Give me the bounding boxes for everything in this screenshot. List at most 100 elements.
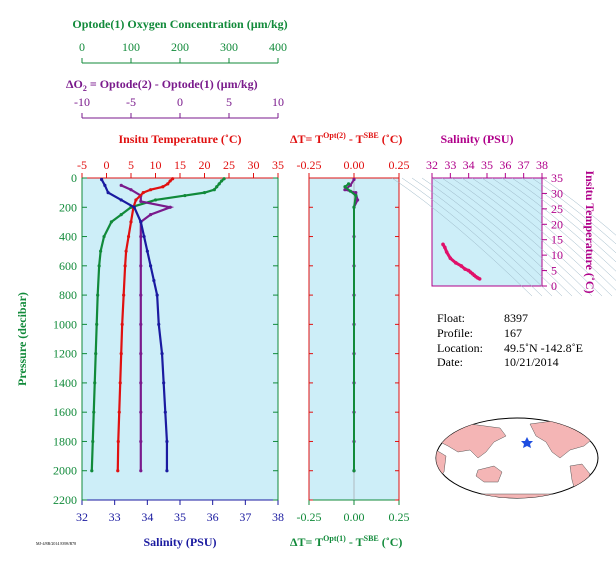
delta-t-series-point (352, 469, 356, 473)
delta-t-bottom-tick-label: -0.25 (297, 510, 322, 524)
oxygen-axis-tick-label: 200 (171, 40, 189, 54)
delta-t-series-point (343, 188, 347, 192)
pressure-axis-tick-label: 800 (59, 288, 77, 302)
oxygen-profile-point (153, 198, 158, 202)
profiles-panel-background (81, 177, 279, 501)
oxygen-profile-point (220, 179, 224, 183)
temperature-profile-point (124, 249, 128, 253)
delta-o2-axis: -10 -5 0 5 10 (74, 95, 284, 119)
oxygen-profile-point (222, 177, 226, 181)
salinity-axis: 32 33 34 35 36 37 38 (76, 499, 284, 524)
delta-o2-axis-tick-label: -5 (126, 95, 136, 109)
delta-t-series-point (352, 177, 356, 182)
ts-salinity-tick-label: 35 (481, 158, 493, 172)
delta_o2-profile-point (139, 199, 143, 204)
delta-t-bottom-tick-label: 0.25 (389, 510, 410, 524)
pressure-axis-tick-label: 1800 (53, 434, 77, 448)
delta-t-top-sup-b: SBE (364, 131, 379, 140)
pressure-axis-tick-label: 1000 (53, 317, 77, 331)
oxygen-profile-point (202, 191, 207, 195)
ts-density-contour (541, 177, 616, 236)
float-value: 8397 (504, 311, 528, 325)
ts-density-contour (511, 177, 616, 263)
delta-o2-title-end: = Optode(2) - Optode(1) (µm/kg) (87, 77, 258, 91)
temperature-axis-tick-label: 15 (174, 158, 186, 172)
pressure-axis-tick-label: 1600 (53, 405, 77, 419)
ts-point (444, 250, 449, 254)
delta-t-top-title-a: ΔT= T (290, 132, 323, 146)
oxygen-profile-point (95, 322, 99, 326)
ts-point (463, 267, 467, 271)
delta_o2-profile-point (119, 183, 123, 187)
delta-o2-title-start: ΔO (66, 77, 83, 91)
temperature-axis-tick-label: 20 (199, 158, 211, 172)
oxygen-axis-tick-label: 300 (220, 40, 238, 54)
oxygen-profile-point (97, 264, 101, 268)
ts-density-contour (441, 177, 583, 297)
delta-t-top-tick-label: 0.25 (389, 158, 410, 172)
ts-point (454, 261, 458, 265)
ts-temperature-tick-label: 0 (551, 279, 557, 293)
delta_o2-profile-point (139, 439, 143, 444)
temperature-axis-tick-label: 25 (223, 158, 235, 172)
delta-t-bottom-sup-b: SBE (364, 534, 379, 543)
salinity-profile-point (106, 191, 110, 195)
salinity-axis-tick-label: 32 (76, 510, 88, 524)
ts-temperature-tick-label: 10 (551, 248, 563, 262)
temperature-axis-tick-label: 10 (150, 158, 162, 172)
temperature-profile-point (171, 177, 175, 181)
salinity-axis-tick-label: 36 (207, 510, 219, 524)
oxygen-axis: 0 100 200 300 400 (79, 40, 287, 64)
temperature-profile-point (123, 264, 127, 268)
salinity-profile-point (157, 322, 161, 326)
date-value: 10/21/2014 (504, 355, 559, 369)
temperature-profile-point (166, 182, 170, 186)
temperature-profile-point (116, 469, 120, 473)
delta-t-series-point (343, 185, 347, 189)
delta-t-top-title-c: (˚C) (379, 132, 403, 146)
salinity-profile-point (152, 278, 156, 283)
delta-t-top-tick-label: -0.25 (297, 158, 322, 172)
delta-t-bottom-title: ΔT= TOpt(1) - TSBE (˚C) (290, 534, 402, 549)
antarctica-landmass (439, 493, 598, 498)
ts-density-contour (391, 177, 533, 297)
pressure-axis: 0 200 400 600 800 1000 1200 1400 1600 1800 2000 220… (53, 171, 278, 507)
oxygen-axis-title: Optode(1) Oxygen Concentration (µm/kg) (72, 17, 287, 31)
pressure-axis-tick-label: 1200 (53, 347, 77, 361)
ts-density-contour (481, 177, 616, 291)
salinity-profile-point (100, 177, 104, 182)
temperature-profile-point (149, 188, 153, 192)
ts-point (477, 277, 482, 281)
ts-point (441, 242, 445, 247)
temperature-axis-tick-label: 35 (272, 158, 284, 172)
salinity-axis-tick-label: 33 (109, 510, 121, 524)
temperature-profile-point (122, 293, 126, 297)
oxygen-profile-point (215, 185, 219, 189)
oxygen-profile-point (99, 249, 103, 253)
oxygen-profile-point (92, 410, 96, 414)
tiny-stamp: MJ-4/8B/2014 8398/B78 (36, 541, 76, 546)
ts-density-contour (451, 177, 593, 297)
ts-temperature-tick-label: 15 (551, 233, 563, 247)
oxygen-profile-point (102, 234, 106, 239)
delta-t-series-point (354, 193, 358, 198)
delta_o2-profile-point (139, 410, 143, 414)
delta-t-top-title: ΔT= TOpt(2) - TSBE (˚C) (290, 131, 402, 146)
temperature-profile-point (129, 220, 133, 224)
temperature-profile-point (168, 179, 172, 183)
temperature-axis: -5 0 5 10 15 20 25 30 35 (77, 158, 284, 179)
ts-temperature-tick-label: 30 (551, 186, 563, 200)
ts-density-contour (521, 177, 616, 254)
delta_o2-profile-point (149, 212, 153, 217)
delta-t-top-sup-a: Opt(2) (323, 131, 346, 140)
delta-t-series-point (347, 182, 351, 186)
ts-density-contour (421, 177, 563, 297)
delta_o2-profile-point (139, 381, 143, 385)
temperature-axis-tick-label: -5 (77, 158, 87, 172)
temperature-axis-tick-label: 5 (128, 158, 134, 172)
delta-t-bottom-title-c: (˚C) (379, 535, 403, 549)
profile-series (90, 177, 226, 473)
salinity-profile-point (155, 293, 159, 297)
oxygen-profile-point (109, 220, 113, 224)
ts-density-contour (491, 177, 616, 281)
